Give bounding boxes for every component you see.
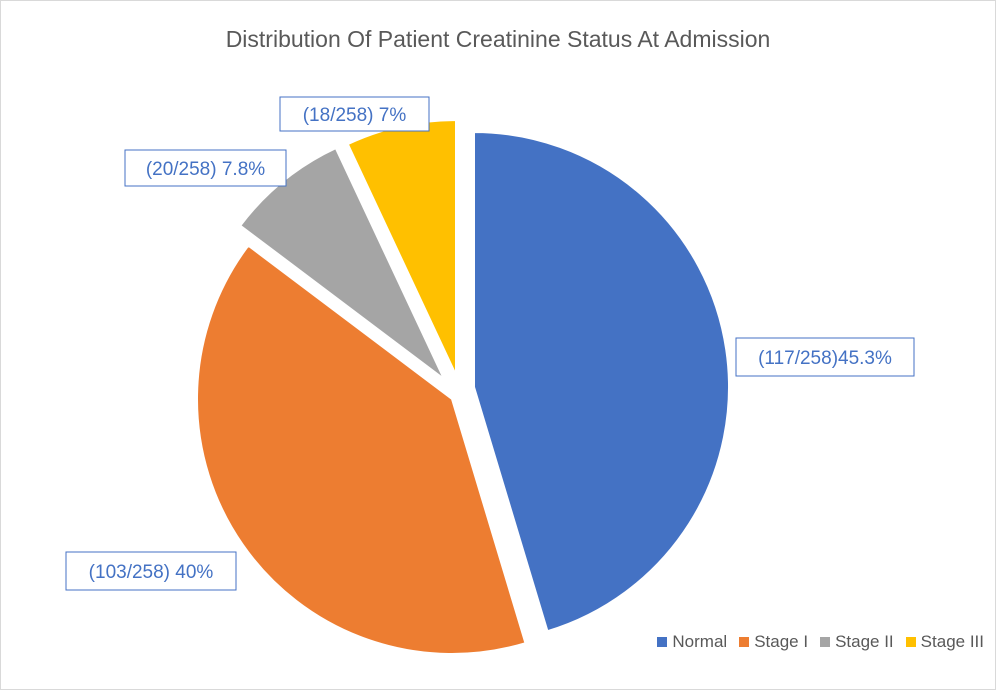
data-label-stage-ii: (20/258) 7.8% (124, 149, 287, 187)
legend-swatch (905, 637, 916, 647)
data-label-box (124, 149, 287, 187)
legend-label: Stage III (920, 632, 984, 651)
legend-swatch (820, 637, 831, 647)
pie-slice-stage-i (196, 244, 527, 655)
legend-label: Normal (672, 632, 728, 651)
data-label-text: (117/258)45.3% (758, 348, 892, 369)
legend-item-normal: Normal (657, 632, 727, 652)
legend-label: Stage I (754, 632, 809, 651)
data-label-text: (103/258) 40% (89, 562, 214, 583)
legend-label: Stage II (835, 632, 894, 651)
data-label-stage-iii: (18/258) 7% (279, 96, 430, 132)
data-label-stage-i: (103/258) 40% (65, 551, 237, 591)
legend-item-stage-ii: Stage II (820, 632, 894, 652)
pie-slice-normal (473, 130, 730, 633)
chart-title: Distribution Of Patient Creatinine Statu… (225, 26, 771, 52)
data-label-text: (18/258) 7% (303, 105, 407, 126)
legend-swatch (739, 637, 750, 647)
data-label-box (65, 551, 237, 591)
legend: Normal Stage I Stage II Stage III (645, 632, 984, 652)
legend-item-stage-iii: Stage III (905, 632, 984, 652)
data-label-box (735, 337, 915, 377)
legend-swatch (657, 637, 668, 647)
legend-item-stage-i: Stage I (739, 632, 808, 652)
data-label-text: (20/258) 7.8% (146, 159, 265, 180)
data-label-box (279, 96, 430, 132)
data-label-normal: (117/258)45.3% (735, 337, 915, 377)
